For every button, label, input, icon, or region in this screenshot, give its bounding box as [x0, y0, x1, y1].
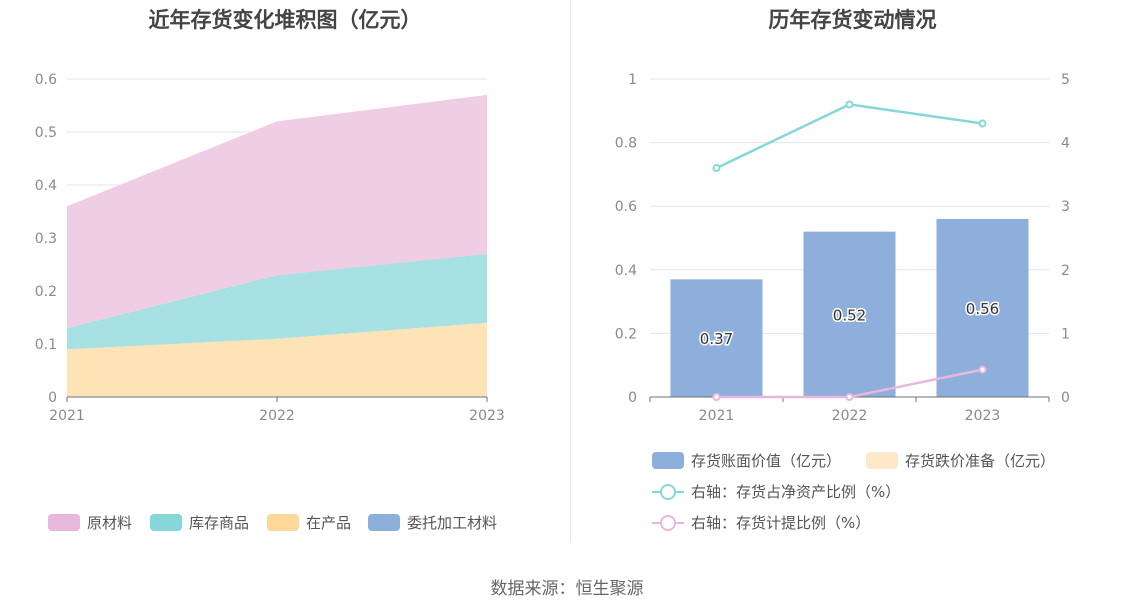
y-tick-label: 0.2: [35, 284, 57, 300]
line-point: [712, 164, 721, 173]
bar: [670, 279, 763, 397]
legend-label: 右轴：存货计提比例（%）: [691, 514, 871, 532]
y-left-tick-label: 0.4: [615, 263, 637, 279]
legend-label: 存货账面价值（亿元）: [691, 452, 842, 470]
legend-item-processing-materials[interactable]: 委托加工材料: [368, 512, 497, 533]
legend-item-book-value[interactable]: 存货账面价值（亿元）: [652, 450, 841, 471]
legend-item-finished-goods[interactable]: 库存商品: [150, 512, 249, 533]
bar-value-label: 0.52: [833, 306, 866, 324]
y-right-tick-label: 3: [1061, 199, 1070, 215]
legend-label: 右轴：存货占净资产比例（%）: [691, 483, 901, 501]
data-source: 数据来源：恒生聚源: [490, 579, 644, 599]
legend-swatch: [267, 514, 299, 531]
y-tick-label: 0.1: [35, 337, 57, 353]
line-series: [715, 103, 983, 170]
y-right-tick-label: 4: [1061, 136, 1070, 152]
legend-label: 库存商品: [189, 514, 250, 532]
legend-item-work-in-progress[interactable]: 在产品: [267, 512, 351, 533]
y-left-tick-label: 0.6: [615, 199, 637, 215]
y-left-tick-label: 0.2: [615, 326, 637, 342]
left-chart-title: 近年存货变化堆积图（亿元）: [148, 8, 422, 32]
y-right-tick-label: 2: [1061, 263, 1070, 279]
stacked-area-plot: 0 0.1 0.2 0.3 0.4 0.5 0.6 2021 2022 2023: [35, 72, 505, 424]
legend-line-swatch: [652, 514, 684, 532]
area-series: [67, 253, 487, 350]
line-point: [978, 119, 987, 128]
inventory-stacked-area-chart: 近年存货变化堆积图（亿元） 0 0.1 0.2 0.3 0.4 0.5 0.6 2021 202…: [0, 0, 570, 540]
legend-swatch: [652, 452, 684, 469]
legend-line-swatch: [652, 483, 684, 501]
y-right-tick-label: 0: [1061, 390, 1070, 406]
bar-line-plot: 0 0 0.2 1 0.4 2 0.6 3 0.8 4 1 5 0.37 0.52 0.56 2021 2022…: [615, 72, 1070, 424]
legend-swatch: [48, 514, 80, 531]
legend-label: 委托加工材料: [407, 514, 498, 532]
legend-swatch: [368, 514, 400, 531]
y-tick-label: 0.3: [35, 231, 57, 247]
legend-label: 存货跌价准备（亿元）: [905, 452, 1056, 470]
x-tick-label: 2021: [49, 408, 85, 424]
legend-swatch: [866, 452, 898, 469]
y-left-tick-label: 0.8: [615, 136, 637, 152]
x-tick-label: 2023: [965, 408, 1001, 424]
y-left-tick-label: 0: [628, 390, 637, 406]
y-tick-label: 0.6: [35, 72, 57, 88]
inventory-change-bar-line-chart: 历年存货变动情况 0 0 0.2 1 0.4 2 0.6 3 0.8 4 1 5 0.37 0.52 0.5…: [571, 0, 1134, 540]
area-series: [67, 322, 487, 397]
y-right-tick-label: 5: [1061, 72, 1070, 88]
line-point: [978, 365, 987, 374]
legend-item-net-asset-ratio[interactable]: 右轴：存货占净资产比例（%）: [652, 481, 900, 502]
x-tick-label: 2022: [259, 408, 295, 424]
legend-item-impairment-provision[interactable]: 存货跌价准备（亿元）: [866, 450, 1055, 471]
line-point: [845, 100, 854, 109]
y-tick-label: 0: [48, 390, 57, 406]
y-tick-label: 0.5: [35, 125, 57, 141]
y-left-tick-label: 1: [628, 72, 637, 88]
bar: [803, 231, 896, 397]
legend-item-provision-ratio[interactable]: 右轴：存货计提比例（%）: [652, 512, 870, 533]
legend-label: 原材料: [87, 514, 133, 532]
legend-label: 在产品: [306, 514, 352, 532]
x-tick-label: 2023: [469, 408, 505, 424]
x-tick-label: 2022: [832, 408, 868, 424]
panel-divider: [570, 0, 571, 542]
area-series: [67, 94, 487, 329]
bar-value-label: 0.37: [700, 330, 733, 348]
right-chart-title: 历年存货变动情况: [768, 8, 937, 32]
legend-item-raw-materials[interactable]: 原材料: [48, 512, 132, 533]
line-point: [712, 393, 721, 401]
x-tick-label: 2021: [699, 408, 735, 424]
line-point: [845, 393, 854, 401]
y-right-tick-label: 1: [1061, 326, 1070, 342]
bar-value-label: 0.56: [966, 300, 999, 318]
legend-swatch: [150, 514, 182, 531]
y-tick-label: 0.4: [35, 178, 57, 194]
